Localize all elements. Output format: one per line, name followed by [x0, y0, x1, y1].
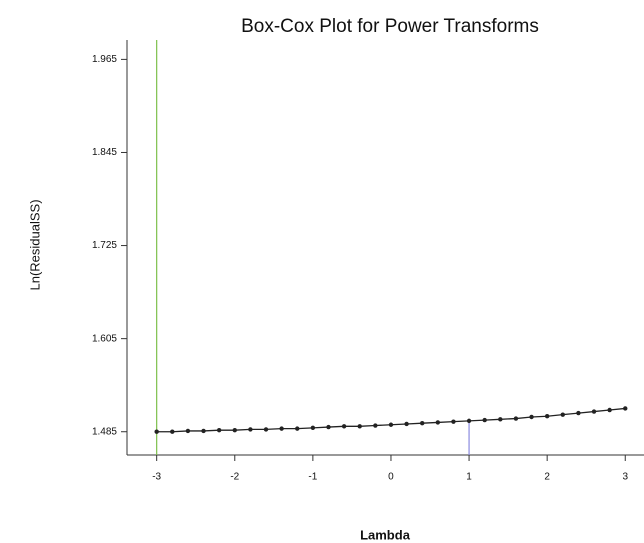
x-tick-label: -2	[230, 472, 239, 483]
data-point	[482, 417, 487, 423]
data-point	[279, 426, 284, 431]
x-axis-label: Lambda	[360, 527, 411, 542]
data-point	[607, 407, 612, 413]
data-point	[373, 423, 378, 428]
y-tick-label: 1.485	[92, 426, 117, 437]
data-point	[420, 420, 425, 426]
x-tick-label: -1	[308, 472, 317, 483]
data-point	[498, 417, 503, 422]
y-axis-label: Ln(ResidualSS)	[27, 199, 42, 290]
x-tick-label: 3	[622, 472, 628, 483]
data-point	[591, 409, 597, 414]
data-point	[170, 429, 175, 434]
data-point	[248, 427, 253, 432]
data-point	[513, 416, 519, 421]
y-tick-label: 1.845	[92, 147, 117, 158]
data-point	[185, 428, 191, 434]
data-point	[623, 406, 628, 411]
x-tick-label: 2	[544, 472, 550, 483]
data-point	[326, 424, 331, 430]
data-point	[310, 425, 316, 431]
data-point	[263, 427, 269, 432]
data-point	[232, 427, 237, 433]
x-tick-label: -3	[152, 472, 161, 483]
data-point	[216, 427, 222, 433]
chart-title: Box-Cox Plot for Power Transforms	[241, 16, 539, 37]
data-point	[451, 419, 456, 424]
data-point	[544, 414, 550, 419]
data-point	[154, 429, 159, 434]
data-point	[404, 421, 409, 427]
x-tick-label: 0	[388, 472, 394, 483]
x-tick-label: 1	[466, 472, 472, 483]
data-point	[357, 424, 362, 429]
data-point	[466, 418, 472, 424]
data-point	[295, 426, 300, 431]
y-tick-label: 1.605	[92, 333, 117, 344]
data-point	[560, 412, 565, 417]
data-point	[388, 422, 394, 427]
y-tick-label: 1.725	[92, 240, 117, 251]
data-point	[341, 424, 347, 429]
data-point	[435, 420, 441, 425]
data-point	[529, 414, 534, 420]
data-point	[576, 410, 581, 416]
data-point	[201, 428, 206, 434]
y-tick-label: 1.965	[92, 54, 117, 65]
